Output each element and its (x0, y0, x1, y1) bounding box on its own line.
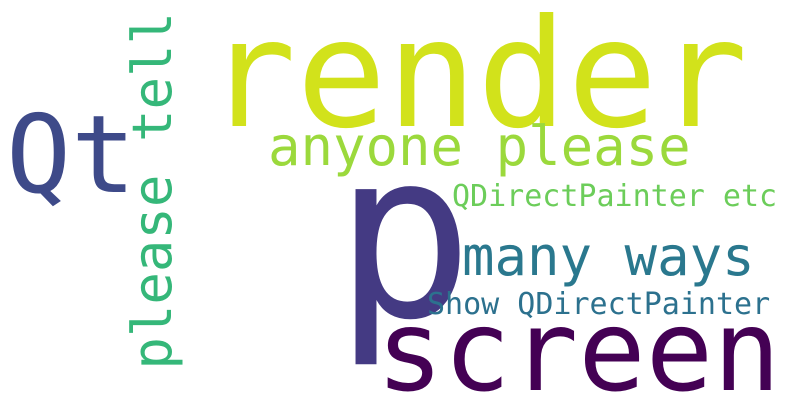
word-screen: screen (376, 287, 781, 400)
word-please-tell: please tell (121, 12, 184, 370)
word-many-ways: many ways (462, 225, 755, 288)
word-qdirectpainter-etc: QDirectPainter etc (452, 179, 778, 214)
word-qt: Qt (6, 93, 137, 218)
word-anyone-please: anyone please (268, 115, 691, 178)
word-render: render (206, 0, 748, 162)
word-p: p (334, 101, 474, 371)
word-show-qdirectpainter: Show QDirectPainter (427, 287, 771, 322)
